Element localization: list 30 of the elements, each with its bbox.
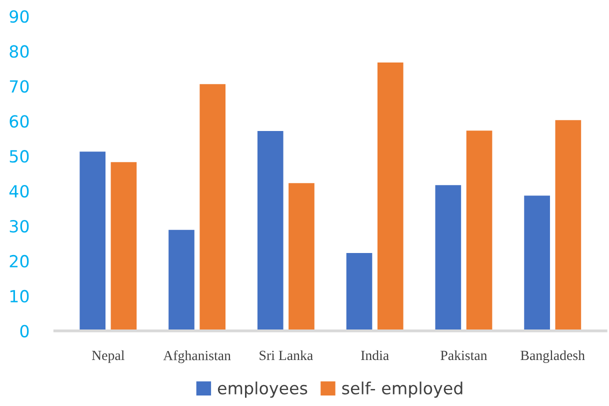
x-tick-label: Afghanistan	[163, 350, 231, 364]
y-tick-label: 90	[10, 10, 29, 23]
x-tick-label: Bangladesh	[520, 350, 585, 363]
bar	[110, 161, 138, 331]
y-tick-label: 80	[10, 45, 29, 58]
bar	[256, 130, 284, 331]
x-tick-label: Nepal	[92, 350, 124, 363]
x-tick-label: India	[361, 350, 389, 360]
y-tick-label: 10	[10, 290, 29, 302]
y-tick-label: 20	[10, 254, 29, 268]
x-tick-label: Sri Lanka	[260, 350, 313, 360]
y-tick-label: 60	[10, 115, 29, 128]
bar	[198, 83, 226, 331]
bar	[523, 194, 551, 331]
bar	[434, 184, 462, 331]
bar	[376, 62, 404, 331]
x-tick-label: Pakistan	[440, 350, 488, 360]
y-tick-label: 50	[10, 150, 29, 163]
y-tick-label: 70	[10, 80, 29, 93]
legend-label: employees	[218, 382, 308, 398]
bar	[78, 150, 106, 331]
legend-label: self- employed	[342, 382, 462, 398]
y-tick-label: 30	[10, 220, 29, 233]
y-tick-label: 40	[9, 185, 29, 198]
bar	[346, 252, 374, 331]
bar	[554, 119, 582, 331]
bar	[288, 182, 316, 331]
bar	[168, 229, 196, 331]
bar	[466, 130, 494, 331]
y-tick-label: 0	[20, 324, 29, 338]
